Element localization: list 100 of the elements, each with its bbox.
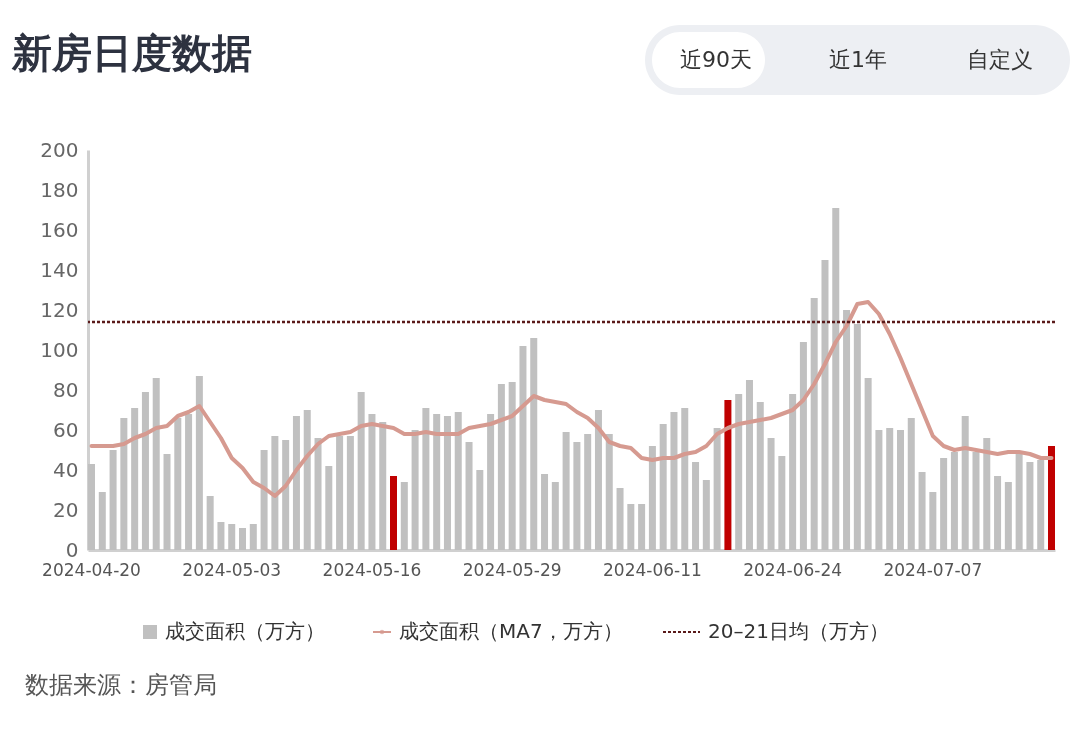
bar xyxy=(972,452,980,550)
bar xyxy=(767,438,775,550)
y-tick-label: 200 xyxy=(40,137,79,162)
x-tick-label: 2024-04-20 xyxy=(42,559,141,580)
bar xyxy=(756,402,764,550)
bar xyxy=(605,434,613,550)
bar xyxy=(141,392,149,550)
bar xyxy=(616,488,624,550)
x-tick-label: 2024-05-16 xyxy=(322,559,422,580)
bar xyxy=(120,418,128,550)
bar xyxy=(357,392,365,550)
bar xyxy=(185,414,193,550)
y-tick-label: 160 xyxy=(40,217,79,242)
bar xyxy=(454,412,462,550)
bar xyxy=(508,382,516,550)
bar xyxy=(929,492,937,550)
bar xyxy=(1047,446,1055,550)
bar xyxy=(789,394,797,550)
bar xyxy=(109,450,117,550)
bar xyxy=(799,342,807,550)
bar xyxy=(1037,460,1045,550)
bar xyxy=(228,524,236,550)
bar xyxy=(918,472,926,550)
bar xyxy=(282,440,290,550)
bar xyxy=(390,476,398,550)
bar xyxy=(217,522,225,550)
bar xyxy=(346,436,354,550)
y-tick-label: 80 xyxy=(53,377,79,402)
line-series xyxy=(89,300,1054,498)
bar xyxy=(638,504,646,550)
bar xyxy=(152,378,160,550)
bar xyxy=(88,464,96,550)
bar xyxy=(843,310,851,550)
bar xyxy=(336,436,344,550)
bar xyxy=(961,416,969,550)
y-tick-label: 40 xyxy=(53,457,79,482)
bar xyxy=(896,430,904,550)
bar xyxy=(368,414,376,550)
bar xyxy=(303,410,311,550)
bar xyxy=(627,504,635,550)
source-note: 数据来源：房管局 xyxy=(25,671,217,699)
bar xyxy=(745,380,753,550)
bar xyxy=(271,436,279,550)
bar xyxy=(400,482,408,550)
bar xyxy=(1026,462,1034,550)
bar xyxy=(584,434,592,550)
chart-title: 新房日度数据 xyxy=(11,30,252,76)
text: 近90天 xyxy=(680,47,752,72)
bar xyxy=(465,442,473,550)
bar xyxy=(983,438,991,550)
bar xyxy=(195,376,203,550)
bar xyxy=(476,470,484,550)
bar xyxy=(670,412,678,550)
bar xyxy=(832,208,840,550)
bar xyxy=(551,482,559,550)
bar xyxy=(314,438,322,550)
legend-label: 成交面积（万方） xyxy=(165,619,325,643)
bar xyxy=(907,418,915,550)
bar xyxy=(411,430,419,550)
bar xyxy=(1004,482,1012,550)
bar xyxy=(519,346,527,550)
y-tick-label: 100 xyxy=(40,337,79,362)
text: 近1年 xyxy=(829,47,887,72)
bar xyxy=(325,466,333,550)
bar xyxy=(1015,454,1023,550)
bar xyxy=(724,400,732,550)
bar xyxy=(659,424,667,550)
y-tick-label: 180 xyxy=(40,177,79,202)
bar xyxy=(239,528,247,550)
y-tick-label: 0 xyxy=(65,537,79,562)
bar xyxy=(853,324,861,550)
bar xyxy=(648,446,656,550)
bar xyxy=(98,492,106,550)
bar xyxy=(681,408,689,550)
bar xyxy=(131,408,139,550)
text: 自定义 xyxy=(967,47,1033,72)
bar xyxy=(713,428,721,550)
bar xyxy=(530,338,538,550)
bar xyxy=(206,496,214,550)
bar xyxy=(702,480,710,550)
bar xyxy=(541,474,549,550)
bar xyxy=(260,450,268,550)
bar xyxy=(810,298,818,550)
bar xyxy=(249,524,257,550)
bar xyxy=(573,442,581,550)
bar xyxy=(778,456,786,550)
bar xyxy=(497,384,505,550)
bar xyxy=(821,260,829,550)
x-tick-label: 2024-05-29 xyxy=(462,559,562,580)
bar xyxy=(950,452,958,550)
x-tick-label: 2024-07-07 xyxy=(883,559,983,580)
bar xyxy=(994,476,1002,550)
bar xyxy=(735,394,743,550)
bar xyxy=(379,422,387,550)
bar xyxy=(594,410,602,550)
bar xyxy=(443,416,451,550)
x-tick-label: 2024-06-24 xyxy=(743,559,843,580)
bar xyxy=(886,428,894,550)
bar xyxy=(875,430,883,550)
y-tick-label: 20 xyxy=(53,497,79,522)
